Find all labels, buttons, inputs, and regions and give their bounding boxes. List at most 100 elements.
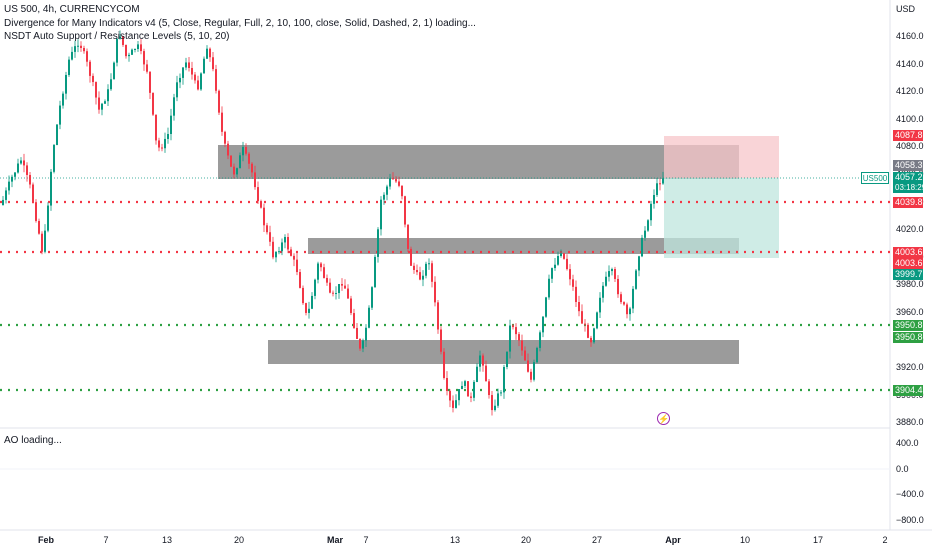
candle-body — [53, 144, 55, 172]
price-tick: 4120.0 — [896, 86, 924, 97]
candle-body — [104, 101, 106, 104]
candle-body — [470, 396, 472, 398]
candle-body — [209, 48, 211, 58]
symbol-label-badge[interactable]: US500 — [861, 172, 889, 184]
time-tick: 10 — [739, 535, 751, 545]
ao-legend[interactable]: AO loading... — [4, 435, 62, 446]
candle-body — [659, 183, 661, 185]
candle-body — [125, 44, 127, 57]
time-tick: Mar — [326, 535, 344, 545]
candle-body — [260, 201, 262, 208]
candle-body — [662, 178, 664, 184]
candle-body — [494, 405, 496, 411]
time-tick: 7 — [363, 535, 369, 545]
candle-body — [146, 64, 148, 72]
candle-body — [161, 147, 163, 149]
candle-body — [608, 271, 610, 277]
candle-body — [212, 57, 214, 70]
candle-body — [236, 168, 238, 175]
candle-body — [233, 166, 235, 175]
support-3-badge: 3904.4 — [893, 385, 923, 396]
time-tick: 13 — [161, 535, 173, 545]
candle-body — [353, 313, 355, 328]
candle-body — [320, 263, 322, 268]
candle-body — [599, 297, 601, 313]
candle-body — [143, 51, 145, 65]
bar-countdown-badge: 03:18:29 — [893, 182, 927, 193]
candle-body — [362, 340, 364, 349]
candle-body — [56, 124, 58, 145]
candle-body — [479, 355, 481, 367]
candle-body — [635, 270, 637, 289]
support-zone-lower — [268, 340, 739, 364]
indicator-sr-legend[interactable]: NSDT Auto Support / Resistance Levels (5… — [4, 31, 230, 42]
current-price-badge: 4057.2 — [893, 172, 923, 183]
candle-body — [218, 90, 220, 113]
resistance-1-badge: 4039.8 — [893, 197, 923, 208]
candle-body — [377, 229, 379, 257]
candle-body — [131, 49, 133, 55]
candle-body — [92, 75, 94, 83]
candle-body — [275, 251, 277, 258]
candle-body — [542, 316, 544, 333]
candle-body — [239, 155, 241, 169]
candle-body — [269, 232, 271, 242]
indicator-divergence-legend[interactable]: Divergence for Many Indicators v4 (5, Cl… — [4, 18, 476, 29]
candle-body — [485, 365, 487, 382]
candle-body — [245, 147, 247, 154]
candle-body — [491, 395, 493, 411]
candle-body — [440, 329, 442, 352]
candle-body — [215, 69, 217, 91]
candle-body — [140, 44, 142, 52]
candle-body — [299, 272, 301, 288]
candle-body — [152, 92, 154, 115]
candle-body — [248, 153, 250, 164]
price-tick: 4100.0 — [896, 113, 924, 124]
candle-body — [203, 58, 205, 74]
candle-body — [386, 186, 388, 195]
candle-body — [83, 47, 85, 52]
candle-body — [410, 248, 412, 266]
candle-body — [536, 347, 538, 363]
candle-body — [344, 285, 346, 289]
candle-body — [107, 89, 109, 102]
candle-body — [389, 178, 391, 187]
candle-body — [383, 194, 385, 200]
candle-body — [497, 393, 499, 406]
candle-body — [32, 184, 34, 203]
candle-body — [167, 133, 169, 139]
candle-body — [443, 351, 445, 378]
candle-body — [254, 172, 256, 188]
candle-body — [641, 237, 643, 257]
price-tick: 3920.0 — [896, 362, 924, 373]
candle-body — [257, 187, 259, 202]
candle-body — [314, 279, 316, 296]
candle-body — [632, 288, 634, 309]
price-tick: 4080.0 — [896, 141, 924, 152]
candle-body — [620, 294, 622, 303]
candle-body — [512, 325, 514, 328]
candle-body — [416, 269, 418, 273]
candle-body — [35, 202, 37, 221]
candle-body — [368, 307, 370, 328]
candle-body — [461, 385, 463, 390]
candle-body — [617, 278, 619, 295]
candle-body — [176, 82, 178, 98]
time-tick: 13 — [449, 535, 461, 545]
candle-body — [128, 54, 130, 57]
symbol-title[interactable]: US 500, 4h, CURRENCYCOM — [4, 4, 140, 15]
candle-body — [251, 163, 253, 173]
candle-body — [98, 97, 100, 110]
ao-tick: −400.0 — [896, 489, 924, 499]
candle-body — [188, 62, 190, 69]
candle-body — [290, 249, 292, 256]
candle-body — [65, 74, 67, 94]
price-tick: 3960.0 — [896, 307, 924, 317]
candle-body — [566, 258, 568, 270]
candle-body — [392, 178, 394, 180]
lightning-icon[interactable]: ⚡ — [657, 412, 670, 425]
candle-body — [434, 281, 436, 303]
support-2-badge: 3950.8 — [893, 332, 923, 343]
price-tick: 4140.0 — [896, 58, 924, 69]
